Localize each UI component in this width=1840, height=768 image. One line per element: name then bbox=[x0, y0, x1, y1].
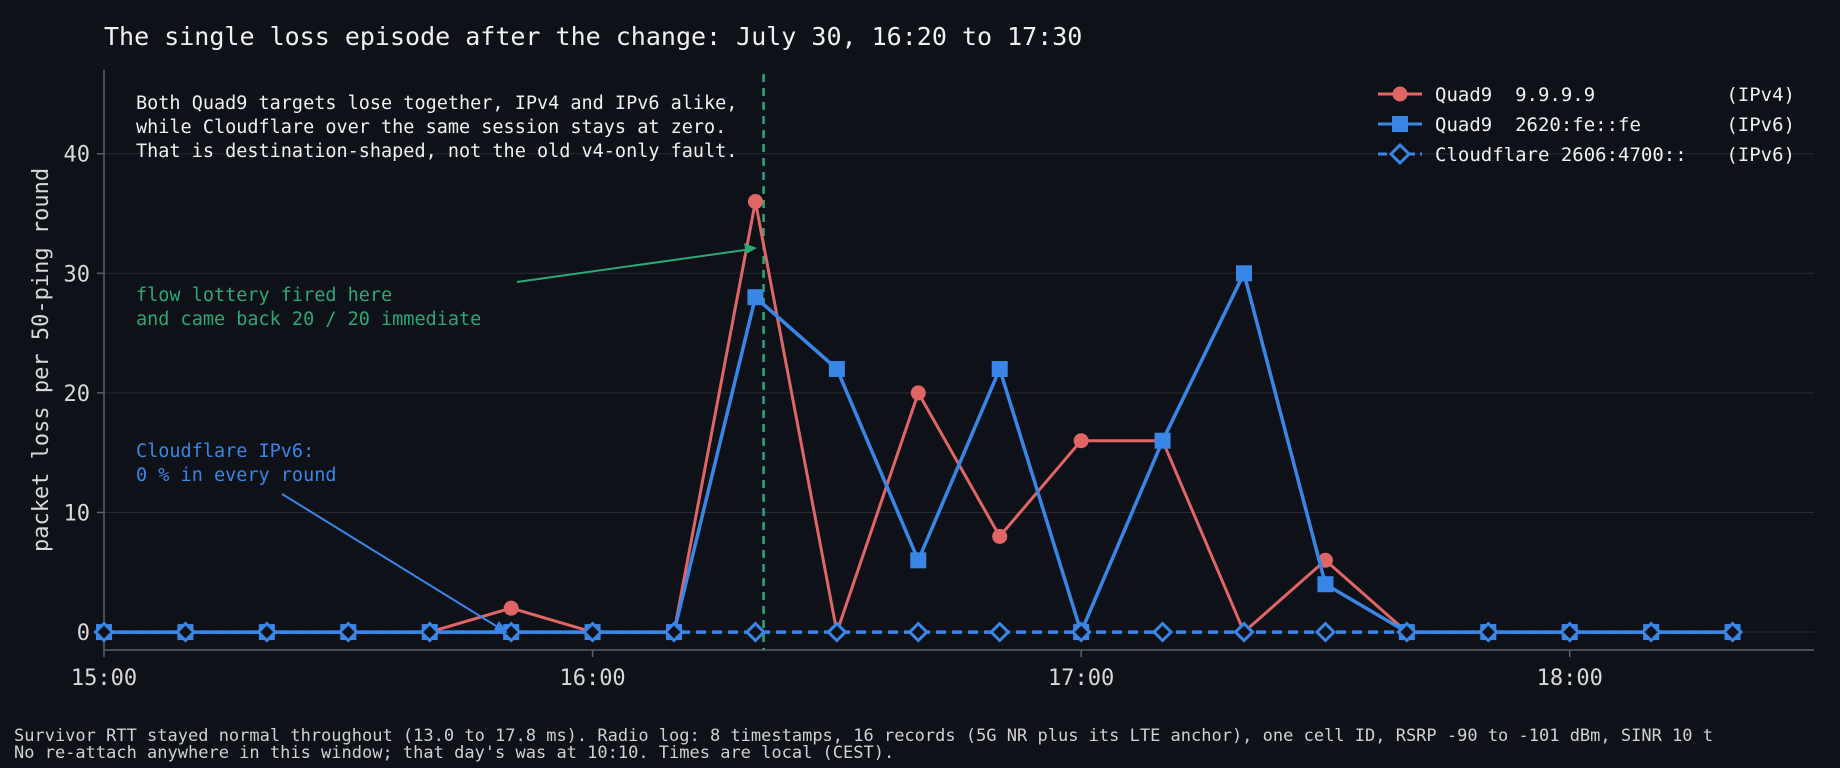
data-point bbox=[1721, 621, 1744, 643]
data-point bbox=[500, 621, 522, 643]
y-tick-label: 30 bbox=[64, 262, 91, 287]
data-point bbox=[826, 621, 848, 643]
series-2 bbox=[93, 621, 1744, 643]
data-point bbox=[1559, 621, 1581, 643]
data-point bbox=[747, 289, 764, 306]
data-point bbox=[910, 385, 926, 401]
legend-label-cloudflare-ipv6: Cloudflare 2606:4700:: bbox=[1435, 144, 1687, 166]
annotation-cloudflare-arrow bbox=[281, 493, 502, 630]
annotation-box-line-3: That is destination-shaped, not the old … bbox=[136, 141, 737, 162]
data-point bbox=[581, 621, 604, 643]
data-point bbox=[1236, 265, 1252, 282]
series bbox=[93, 194, 1744, 643]
data-point bbox=[337, 621, 359, 643]
legend-entry-quad9-ipv6: Quad9 2620:fe::fe (IPv6) bbox=[1378, 114, 1795, 136]
x-tick-label: 15:00 bbox=[71, 666, 137, 691]
data-point bbox=[174, 621, 197, 643]
x-tick-label: 17:00 bbox=[1048, 666, 1114, 691]
data-point bbox=[1154, 432, 1171, 449]
data-point bbox=[992, 528, 1008, 544]
annotation-flow-line-2: and came back 20 / 20 immediate bbox=[136, 309, 481, 330]
annotation-box-line-2: while Cloudflare over the same session s… bbox=[136, 117, 726, 138]
annotation-cloudflare-line-2: 0 % in every round bbox=[136, 465, 336, 486]
data-point bbox=[1640, 621, 1662, 643]
x-tick-label: 16:00 bbox=[559, 666, 625, 691]
annotations: Both Quad9 targets lose together, IPv4 a… bbox=[136, 93, 757, 633]
chart-title: The single loss episode after the change… bbox=[104, 22, 1082, 51]
y-axis-label: packet loss per 50-ping round bbox=[29, 168, 54, 552]
annotation-box-line-1: Both Quad9 targets lose together, IPv4 a… bbox=[136, 93, 737, 114]
annotation-cloudflare-line-1: Cloudflare IPv6: bbox=[136, 441, 314, 462]
footer-note: Survivor RTT stayed normal throughout (1… bbox=[14, 728, 1713, 762]
data-point bbox=[1070, 621, 1092, 643]
y-tick-label: 40 bbox=[64, 143, 91, 168]
data-point bbox=[1317, 576, 1334, 593]
y-tick-label: 0 bbox=[77, 621, 90, 646]
data-point bbox=[503, 600, 519, 616]
data-point bbox=[1314, 621, 1337, 643]
data-point bbox=[419, 621, 441, 643]
data-point bbox=[747, 194, 763, 210]
data-point bbox=[744, 621, 767, 643]
data-point bbox=[1396, 621, 1418, 643]
annotation-cloudflare-arrowhead bbox=[494, 621, 508, 633]
annotation-flow-line-1: flow lottery fired here bbox=[136, 285, 392, 306]
y-tick-label: 10 bbox=[64, 501, 91, 526]
series-0 bbox=[96, 194, 1741, 640]
x-tick-label: 18:00 bbox=[1537, 666, 1603, 691]
axes: 0 10 20 30 40 15:00 16:00 17:00 18:00 packet loss… bbox=[29, 70, 1814, 691]
annotation-flow-arrow bbox=[516, 248, 753, 283]
legend-entry-cloudflare-ipv6: Cloudflare 2606:4700:: (IPv6) bbox=[1378, 142, 1795, 166]
data-point bbox=[1151, 621, 1174, 643]
data-point bbox=[907, 621, 929, 643]
legend-tag-cloudflare-ipv6: (IPv6) bbox=[1726, 144, 1795, 166]
data-point bbox=[828, 360, 845, 377]
data-point bbox=[910, 552, 927, 569]
legend-label-quad9-ipv6: Quad9 2620:fe::fe bbox=[1435, 114, 1641, 136]
annotation-flow-arrowhead bbox=[744, 243, 757, 254]
data-point bbox=[1233, 621, 1255, 643]
legend-entry-quad9-ipv4: Quad9 9.9.9.9 (IPv4) bbox=[1378, 84, 1795, 106]
grid bbox=[104, 153, 1814, 633]
data-point bbox=[989, 621, 1011, 643]
legend-tag-quad9-ipv4: (IPv4) bbox=[1726, 84, 1795, 106]
footer-line-1: Survivor RTT stayed normal throughout (1… bbox=[14, 726, 1713, 746]
data-point bbox=[991, 360, 1008, 377]
data-point bbox=[93, 621, 115, 643]
legend: Quad9 9.9.9.9 (IPv4) Quad9 2620:fe::fe (… bbox=[1378, 84, 1795, 166]
footer-line-2: No re-attach anywhere in this window; th… bbox=[14, 743, 895, 763]
data-point bbox=[256, 621, 278, 643]
legend-tag-quad9-ipv6: (IPv6) bbox=[1726, 114, 1795, 136]
data-point bbox=[663, 621, 685, 643]
data-point bbox=[1477, 621, 1499, 643]
data-point bbox=[1073, 433, 1089, 449]
y-tick-label: 20 bbox=[64, 382, 91, 407]
legend-label-quad9-ipv4: Quad9 9.9.9.9 bbox=[1435, 84, 1595, 106]
